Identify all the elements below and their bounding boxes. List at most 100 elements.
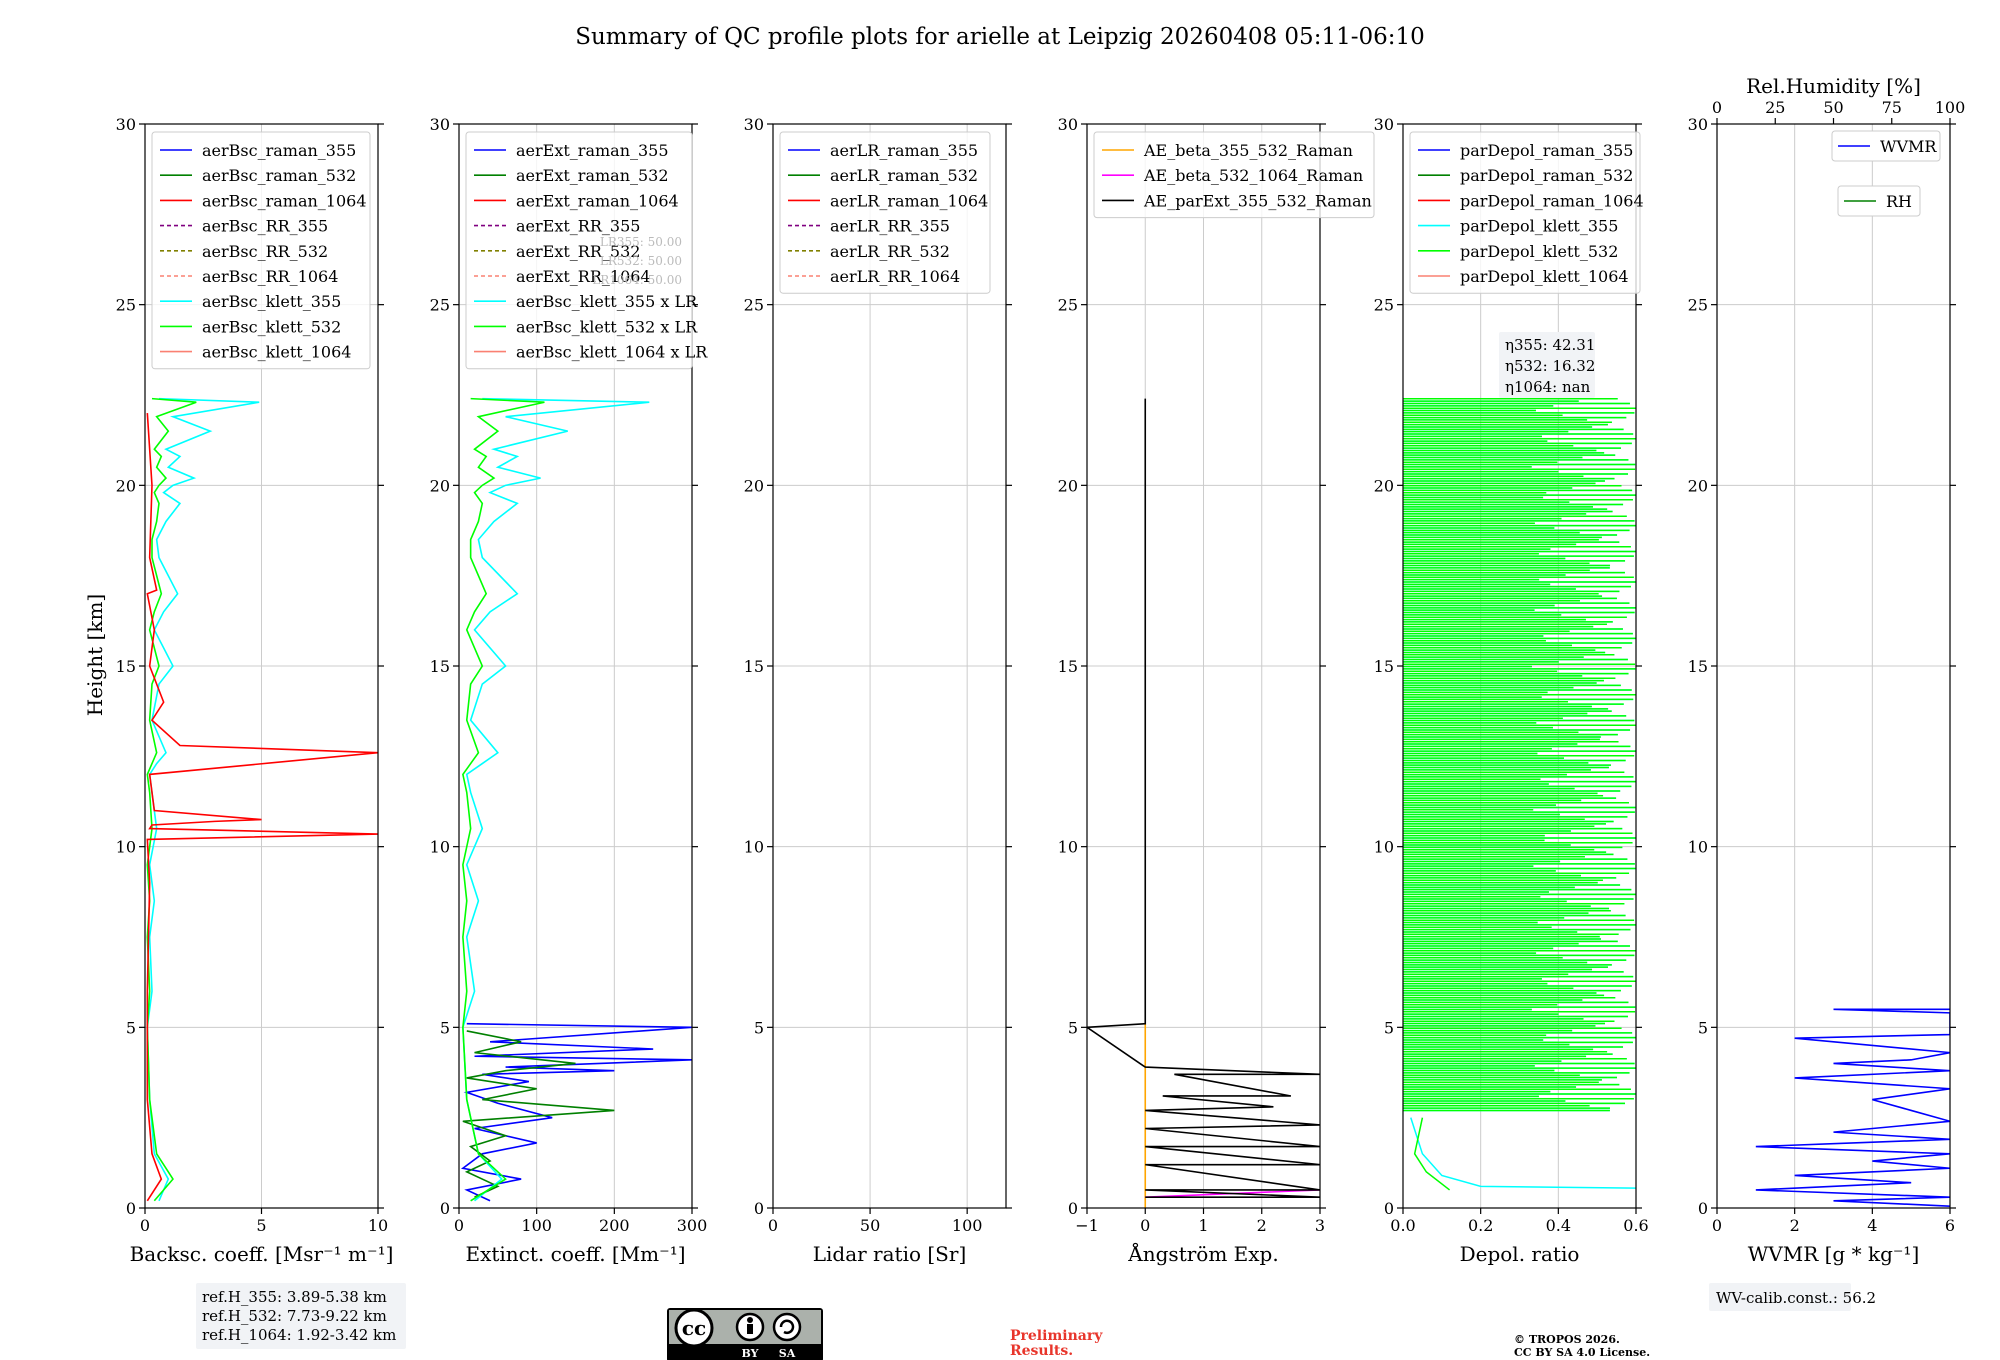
cc-by-label: BY xyxy=(742,1347,759,1360)
legend-label: aerBsc_klett_532 xyxy=(202,317,341,336)
y-tick-label: 15 xyxy=(1374,657,1394,676)
ref-height-1064: ref.H_1064: 1.92-3.42 km xyxy=(202,1326,396,1344)
legend-label: aerLR_RR_355 xyxy=(830,217,950,236)
y-tick-label: 10 xyxy=(1374,838,1394,857)
legend-label: parDepol_klett_355 xyxy=(1460,217,1618,236)
y-tick-label: 15 xyxy=(1058,657,1078,676)
legend-box xyxy=(1831,130,1941,162)
x-tick-label: 0 xyxy=(1140,1216,1150,1235)
y-tick-label: 30 xyxy=(116,115,136,134)
cc-logo-text: cc xyxy=(682,1316,706,1340)
y-tick-label: 10 xyxy=(744,838,764,857)
eta-value: η532: 16.32 xyxy=(1505,357,1595,375)
y-tick-label: 25 xyxy=(116,296,136,315)
x-tick-label: −1 xyxy=(1075,1216,1099,1235)
y-tick-label: 30 xyxy=(1374,115,1394,134)
legend-box xyxy=(1837,185,1921,217)
y-tick-label: 15 xyxy=(1688,657,1708,676)
legend-box xyxy=(465,131,693,370)
series-aerBsc_klett_532 xyxy=(146,397,197,1202)
panel-backscatter: 0 5 10 0 5 10 15 20 25 30 Backsc. coeff. [Msr⁻¹ m⁻… xyxy=(116,115,394,1266)
copyright-line2: CC BY SA 4.0 License. xyxy=(1514,1346,1650,1359)
legend-label: aerBsc_klett_532 x LR xyxy=(516,317,698,336)
x-tick-label: 0.6 xyxy=(1623,1216,1648,1235)
plot-area xyxy=(146,397,378,1202)
legend-label: parDepol_raman_532 xyxy=(1460,166,1633,185)
x-tick-label: 100 xyxy=(952,1216,983,1235)
sa-share-arrow xyxy=(779,1319,795,1334)
eta-box xyxy=(1499,332,1595,398)
y-axis-label: Height [km] xyxy=(83,594,107,716)
y-tick-label: 30 xyxy=(430,115,450,134)
legend-label: aerExt_raman_355 xyxy=(516,141,669,160)
panel-lidar_ratio: 0 50 100 0 5 10 15 20 25 30 Lidar ratio [Sr] aerLR_… xyxy=(744,115,1012,1266)
legend-label: aerExt_RR_532 xyxy=(516,242,640,261)
x-axis-label: Lidar ratio [Sr] xyxy=(813,1242,967,1266)
figure-title: Summary of QC profile plots for arielle … xyxy=(575,24,1425,50)
y-tick-label: 0 xyxy=(1384,1199,1394,1218)
legend-label: aerBsc_klett_355 x LR xyxy=(516,292,698,311)
x-tick-label: 2 xyxy=(1790,1216,1800,1235)
x-axis-label: WVMR [g * kg⁻¹] xyxy=(1748,1242,1920,1266)
x-tick-label: 0 xyxy=(768,1216,778,1235)
y-tick-label: 20 xyxy=(1688,476,1708,495)
eta-value: η355: 42.31 xyxy=(1505,336,1595,354)
lr-annotation: LR532: 50.00 xyxy=(600,254,682,268)
y-tick-label: 5 xyxy=(1384,1018,1394,1037)
plot-area xyxy=(1087,398,1320,1208)
legend: AE_beta_355_532_Raman AE_beta_532_1064_Ra… xyxy=(1093,131,1375,219)
legend-label: aerBsc_RR_355 xyxy=(202,217,328,236)
series-parDepol_klett_355-fill xyxy=(1403,398,1636,1112)
legend-label: aerBsc_raman_355 xyxy=(202,141,356,160)
x-tick-label: 0 xyxy=(454,1216,464,1235)
legend-label: aerBsc_klett_1064 x LR xyxy=(516,343,708,362)
legend-label: aerLR_raman_355 xyxy=(830,141,978,160)
ref-height-box: ref.H_355: 3.89-5.38 km ref.H_532: 7.73-… xyxy=(196,1283,406,1349)
y-tick-label: 30 xyxy=(1058,115,1078,134)
legend-label: aerLR_raman_532 xyxy=(830,166,978,185)
preliminary-note-line1: Preliminary xyxy=(1010,1328,1103,1344)
series-aerBsc_klett_355_xLR xyxy=(462,397,650,1202)
legend-label: parDepol_raman_1064 xyxy=(1460,191,1644,210)
series-parDepol_klett_355 xyxy=(1410,1117,1636,1189)
legend: WVMR RH xyxy=(1831,130,1941,217)
legend-label: aerBsc_klett_1064 xyxy=(202,343,351,362)
y-tick-label: 20 xyxy=(430,476,450,495)
lr-annotation: LR355: 50.00 xyxy=(600,235,682,249)
x2-tick-label: 100 xyxy=(1935,98,1966,117)
x-tick-label: 10 xyxy=(368,1216,388,1235)
y-tick-label: 5 xyxy=(440,1018,450,1037)
series-AE_parExt_355_532_Raman xyxy=(1087,398,1320,1198)
x-axis-label: Depol. ratio xyxy=(1460,1242,1580,1266)
series-aerBsc_klett_532_xLR xyxy=(462,397,545,1202)
x-tick-label: 300 xyxy=(677,1216,708,1235)
y-tick-label: 25 xyxy=(1058,296,1078,315)
ref-height-532: ref.H_532: 7.73-9.22 km xyxy=(202,1307,387,1325)
y-tick-label: 30 xyxy=(744,115,764,134)
x-tick-label: 0.2 xyxy=(1468,1216,1493,1235)
x2-axis-label: Rel.Humidity [%] xyxy=(1746,74,1921,98)
legend-label: aerBsc_klett_355 xyxy=(202,292,341,311)
y-tick-label: 0 xyxy=(126,1199,136,1218)
series-parDepol_klett_532-fill xyxy=(1403,398,1636,1112)
panel-depol: 0.0 0.2 0.4 0.6 0 5 10 15 20 25 30 Depol. ratio parD… xyxy=(1374,115,1649,1266)
x-tick-label: 2 xyxy=(1257,1216,1267,1235)
y-tick-label: 20 xyxy=(744,476,764,495)
x-tick-label: 0 xyxy=(140,1216,150,1235)
y-tick-label: 15 xyxy=(744,657,764,676)
y-tick-label: 15 xyxy=(116,657,136,676)
y-tick-label: 10 xyxy=(1058,838,1078,857)
y-tick-label: 5 xyxy=(1068,1018,1078,1037)
cc-logo-icon xyxy=(674,1308,714,1348)
legend-label: parDepol_raman_355 xyxy=(1460,141,1633,160)
lr-annotation: LR1064: 50.00 xyxy=(592,273,682,287)
x-tick-label: 0.0 xyxy=(1390,1216,1415,1235)
x-tick-label: 0 xyxy=(1712,1216,1722,1235)
y-tick-label: 20 xyxy=(1058,476,1078,495)
legend-box xyxy=(151,131,371,370)
wv-calib-box: WV-calib.const.: 56.2 xyxy=(1709,1283,1876,1311)
cc-license-badge: cc BY SA xyxy=(667,1308,823,1360)
y-tick-label: 5 xyxy=(126,1018,136,1037)
y-tick-label: 10 xyxy=(1688,838,1708,857)
legend-label: aerBsc_RR_532 xyxy=(202,242,328,261)
